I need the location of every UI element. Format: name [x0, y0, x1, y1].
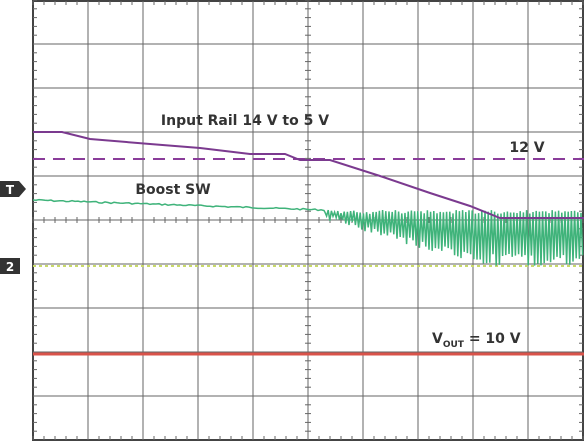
channel-marker: 2: [0, 258, 20, 274]
12v-label: 12 V: [509, 140, 544, 156]
vout-label: VOUT = 10 V: [432, 331, 521, 350]
input-rail-label: Input Rail 14 V to 5 V: [161, 113, 329, 129]
vout-rest: = 10 V: [464, 331, 521, 347]
channel-text: 2: [6, 260, 14, 274]
vout-main: V: [432, 331, 443, 347]
input-rail-trace: [33, 131, 584, 219]
grid: [32, 0, 584, 440]
boost-sw-trace: [32, 198, 584, 266]
boost-sw-label: Boost SW: [135, 182, 210, 198]
trigger-text: T: [6, 183, 15, 197]
trigger-marker: T: [0, 181, 26, 197]
vout-sub: OUT: [443, 340, 465, 350]
